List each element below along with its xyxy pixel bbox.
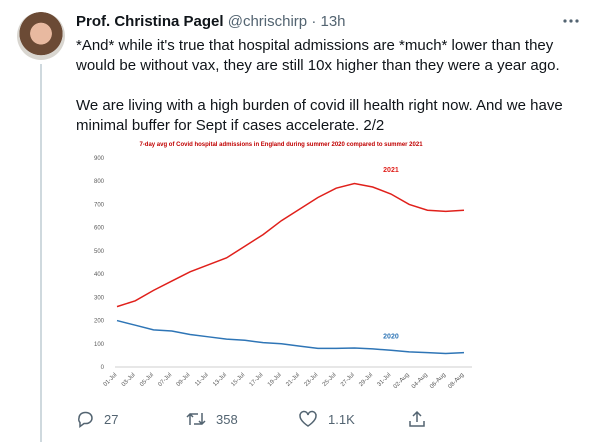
like-icon	[299, 410, 317, 427]
retweet-button[interactable]: 358	[186, 410, 238, 428]
y-tick-label: 900	[94, 156, 105, 162]
series-label: 2021	[383, 167, 399, 174]
series-line	[116, 319, 465, 355]
tweet-text: *And* while it's true that hospital admi…	[76, 36, 588, 156]
y-tick-label: 700	[94, 202, 105, 208]
reply-button[interactable]: 27	[76, 410, 118, 428]
y-tick-label: 500	[94, 249, 105, 255]
retweet-icon	[186, 412, 206, 426]
reply-icon	[78, 411, 93, 428]
reply-count: 27	[104, 411, 119, 427]
y-tick-label: 0	[101, 365, 105, 371]
share-button[interactable]	[408, 410, 426, 428]
tweet-header: Prof. Christina Pagel @chrischirp · 13h	[76, 13, 346, 30]
chart-title: 7-day avg of Covid hospital admissions i…	[139, 142, 423, 148]
thread-line	[40, 64, 42, 442]
like-button[interactable]: 1.1K	[298, 410, 355, 428]
series-label: 2020	[383, 333, 399, 340]
author-handle[interactable]: @chrischirp	[227, 13, 308, 30]
share-icon	[409, 410, 425, 427]
more-button[interactable]	[562, 12, 580, 30]
avatar[interactable]	[17, 12, 65, 60]
y-tick-label: 400	[94, 272, 105, 278]
like-count: 1.1K	[328, 411, 355, 427]
y-tick-label: 600	[94, 226, 105, 232]
timestamp[interactable]: 13h	[320, 13, 346, 30]
retweet-count: 358	[216, 411, 238, 427]
action-bar: 27 358 1.1K	[76, 410, 516, 436]
separator: ·	[311, 13, 317, 30]
chart-background	[76, 138, 486, 396]
y-tick-label: 100	[94, 342, 105, 348]
y-tick-label: 800	[94, 179, 105, 185]
author-name[interactable]: Prof. Christina Pagel	[76, 13, 224, 30]
paragraph: *And* while it's true that hospital admi…	[76, 37, 560, 74]
series-line	[116, 182, 465, 308]
y-tick-label: 300	[94, 295, 105, 301]
paragraph: We are living with a high burden of covi…	[76, 97, 563, 134]
chart-image[interactable]: 7-day avg of Covid hospital admissions i…	[76, 138, 486, 396]
y-tick-label: 200	[94, 319, 105, 325]
